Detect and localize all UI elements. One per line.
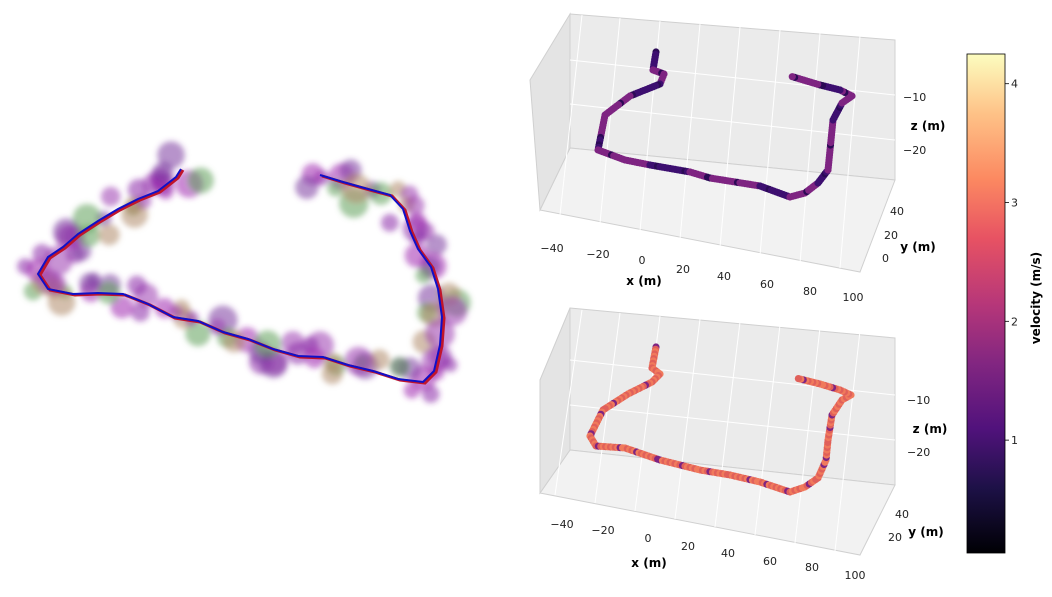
cloud-blob: [130, 302, 150, 322]
colorbar-ticks: 1 2 3 4: [1005, 78, 1018, 447]
bot-grid-line: [834, 330, 861, 552]
top-x-tick: −20: [586, 248, 609, 261]
colorbar: 1 2 3 4 velocity (m/s): [966, 53, 1043, 554]
colorbar-tick-label: 1: [1011, 434, 1018, 447]
bot-x-tick: 20: [681, 540, 695, 553]
top-z-label: z (m): [911, 119, 946, 133]
bot-x-tick: −40: [550, 518, 573, 531]
bot-grid-line: [674, 318, 701, 520]
point-cloud-map: [17, 141, 471, 403]
top-trajectory: [594, 48, 856, 201]
cloud-blob: [327, 179, 344, 197]
cloud-blob: [380, 213, 399, 232]
top-grid: [559, 14, 896, 269]
top-grid-line: [759, 29, 781, 256]
top-x-tick: 0: [639, 254, 646, 267]
top-x-tick: 40: [717, 270, 731, 283]
top-x-tick: 80: [803, 285, 817, 298]
top-grid-line: [559, 14, 583, 216]
cloud-blob: [127, 275, 147, 296]
bottom-3d-plot: −40 −20 0 20 40 60 80 100 20 40 −10 −20 x (m) y (m)…: [539, 307, 948, 582]
bot-traj-point: [794, 375, 803, 383]
cloud-blob: [369, 349, 390, 370]
top-z-tick: −10: [903, 91, 926, 104]
bottom-tick-labels: −40 −20 0 20 40 60 80 100 20 40 −10 −20: [550, 394, 930, 582]
top-y-tick: 0: [882, 252, 889, 265]
cloud-blob: [425, 234, 447, 256]
bot-x-tick: 100: [845, 569, 866, 582]
cloud-blob: [286, 341, 310, 365]
top-grid-line: [569, 103, 896, 141]
top-x-tick: 60: [760, 278, 774, 291]
top-tick-labels: −40 −20 0 20 40 60 80 100 0 20 40 −10 −20: [540, 91, 926, 304]
bot-x-tick: 0: [645, 532, 652, 545]
bot-grid-line: [714, 321, 741, 528]
bot-x-tick: −20: [591, 524, 614, 537]
top-3d-plot: −40 −20 0 20 40 60 80 100 0 20 40 −10 −20 x (m) y (m…: [529, 12, 946, 304]
point-cloud-blobs: [17, 141, 471, 403]
top-y-tick: 40: [890, 205, 904, 218]
cloud-blob: [185, 320, 211, 347]
bot-x-tick: 80: [805, 561, 819, 574]
trajectory-blue: [36, 168, 444, 384]
cloud-blob: [79, 272, 100, 294]
cloud-blob: [187, 167, 214, 194]
top-grid-line: [799, 32, 821, 264]
top-axes-panes: [529, 12, 896, 273]
cloud-blob: [408, 212, 427, 230]
top-x-tick: 20: [676, 263, 690, 276]
cloud-blob: [154, 297, 175, 319]
cloud-blob: [421, 385, 440, 403]
bot-x-tick: 60: [763, 555, 777, 568]
cloud-blob: [389, 357, 410, 377]
top-x-label: x (m): [626, 274, 661, 288]
top-y-label: y (m): [900, 240, 935, 254]
cloud-blob: [98, 224, 120, 246]
colorbar-tick-label: 2: [1011, 315, 1018, 328]
top-left-pane: [529, 12, 571, 212]
colorbar-tick-label: 3: [1011, 197, 1018, 210]
cloud-blob: [157, 141, 185, 169]
top-z-tick: −20: [903, 144, 926, 157]
top-x-tick: −40: [540, 242, 563, 255]
bot-y-tick: 40: [895, 508, 909, 521]
top-grid-line: [719, 26, 741, 248]
top-y-tick: 20: [884, 229, 898, 242]
bottom-z-label: z (m): [913, 422, 948, 436]
cloud-blob: [295, 175, 319, 200]
bot-grid-line: [794, 327, 821, 544]
cloud-blob: [405, 195, 425, 216]
top-traj-point: [788, 73, 796, 81]
cloud-blob: [443, 357, 458, 373]
cloud-blob: [403, 382, 421, 399]
bottom-y-label: y (m): [908, 525, 943, 539]
colorbar-gradient: [966, 53, 1006, 554]
colorbar-label: velocity (m/s): [1029, 252, 1043, 344]
bot-grid-line: [754, 324, 781, 536]
top-grid-line: [679, 23, 701, 240]
bottom-x-label: x (m): [631, 556, 666, 570]
bot-y-tick: 20: [888, 531, 902, 544]
bot-grid-line: [554, 309, 583, 496]
top-x-tick: 100: [843, 291, 864, 304]
cloud-blob: [341, 173, 371, 203]
top-grid-line: [599, 17, 621, 224]
bot-grid-line: [569, 404, 896, 441]
top-grid-line: [839, 35, 861, 269]
bot-z-tick: −10: [907, 394, 930, 407]
bottom-trajectory: [586, 343, 855, 496]
bot-z-tick: −20: [907, 446, 930, 459]
cloud-blob: [100, 186, 121, 207]
cloud-blob: [415, 267, 432, 284]
colorbar-tick-label: 4: [1011, 78, 1018, 91]
bot-x-tick: 40: [721, 547, 735, 560]
